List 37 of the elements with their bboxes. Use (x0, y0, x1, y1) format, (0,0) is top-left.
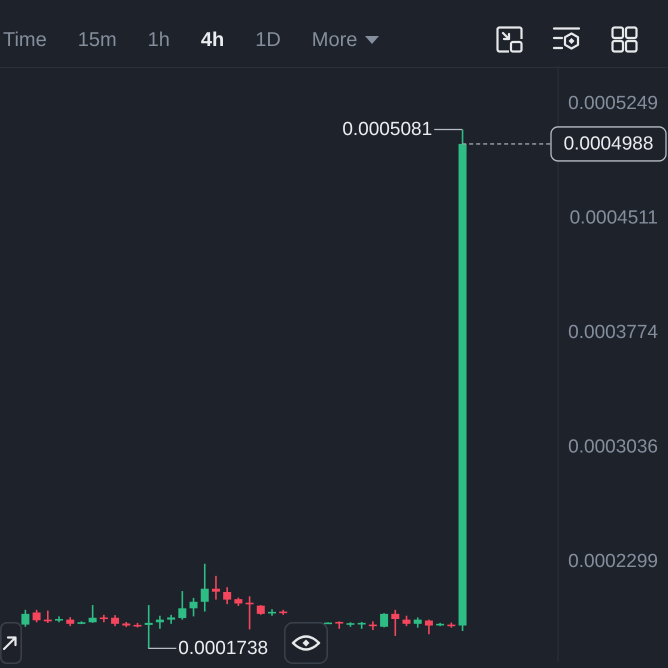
candlestick (32, 609, 41, 624)
candlestick (190, 597, 198, 618)
candlestick (268, 608, 276, 617)
text: 1D (255, 28, 281, 52)
y-tick-label: 0.0003036 (568, 436, 658, 458)
candlestick (55, 616, 64, 624)
text: 4h (200, 28, 224, 52)
y-tick-label: 0.0002299 (568, 550, 658, 572)
candlestick (144, 604, 153, 650)
candlestick (223, 586, 232, 605)
candlestick (424, 618, 433, 636)
candlestick (178, 590, 186, 620)
y-tick-label: 0.0004511 (570, 207, 658, 228)
candlestick (156, 614, 164, 630)
text: More (312, 28, 358, 52)
text: 1h (148, 28, 170, 52)
candlestick (167, 614, 176, 625)
candlestick (66, 616, 74, 627)
candlestick (380, 612, 388, 628)
candlestick (402, 614, 411, 627)
candlestick (21, 609, 30, 628)
candlestick (391, 609, 400, 637)
annotation: 0.0005081 (342, 118, 432, 140)
text: 15m (78, 28, 117, 52)
candlestick (200, 562, 209, 612)
candlestick (246, 596, 254, 630)
candlestick (256, 604, 265, 616)
candlestick (44, 610, 52, 624)
y-tick-label: 0.0003774 (568, 322, 658, 343)
text: Time (3, 28, 47, 52)
annotation: 0.0001738 (178, 638, 268, 659)
candlestick (212, 575, 220, 600)
candlestick (414, 616, 422, 628)
candlestick (111, 614, 120, 627)
ref-line-label: 0.0004988 (564, 133, 654, 154)
y-tick-label: 0.0005249 (568, 92, 658, 114)
candlestick (88, 604, 97, 624)
